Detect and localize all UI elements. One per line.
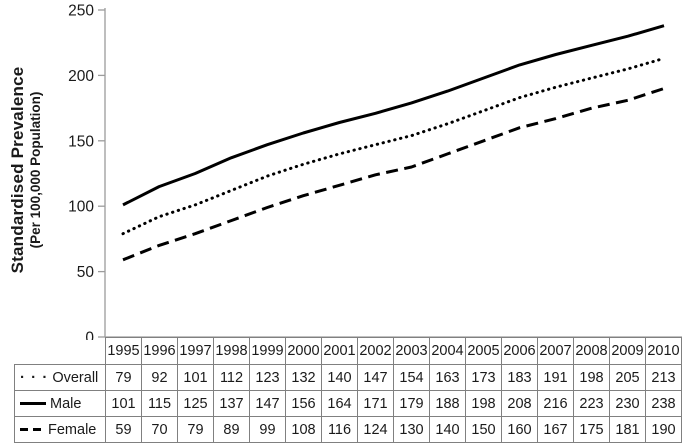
y-tick-label: 0 (85, 330, 94, 341)
value-cell: 179 (393, 390, 430, 417)
value-cell: 140 (429, 416, 466, 443)
year-header: 1998 (213, 337, 250, 365)
value-cell: 164 (321, 390, 358, 417)
corner-cell (15, 338, 106, 365)
year-header: 1999 (249, 337, 286, 365)
value-cell: 213 (645, 364, 682, 391)
year-header: 1996 (141, 337, 178, 365)
value-cell: 123 (249, 364, 286, 391)
value-cell: 181 (609, 416, 646, 443)
female-line (122, 87, 665, 262)
table-row: Female 59 70 79 89 99 108 116 124 130 140 150 160 167… (14, 416, 682, 443)
value-cell: 171 (357, 390, 394, 417)
year-header: 2007 (537, 337, 574, 365)
value-cell: 167 (537, 416, 574, 443)
year-header: 1997 (177, 337, 214, 365)
year-header: 2004 (429, 337, 466, 365)
value-cell: 124 (357, 416, 394, 443)
series-label: Male (50, 395, 82, 412)
value-cell: 150 (465, 416, 502, 443)
value-cell: 198 (573, 364, 610, 391)
y-tick-label: 150 (68, 133, 94, 150)
value-cell: 188 (429, 390, 466, 417)
year-header: 2001 (321, 337, 358, 365)
value-cell: 112 (213, 364, 250, 391)
value-cell: 70 (141, 416, 178, 443)
value-cell: 183 (501, 364, 538, 391)
value-cell: 140 (321, 364, 358, 391)
year-header: 1995 (105, 337, 142, 365)
line-plot: 0 50 100 150 200 250 (68, 3, 682, 341)
series-label: Female (48, 421, 97, 438)
table-row: · · · Overall 79 92 101 112 123 132 140 147 154 163… (14, 364, 682, 391)
year-header: 2006 (501, 337, 538, 365)
value-cell: 173 (465, 364, 502, 391)
y-tick-label: 200 (68, 68, 94, 85)
year-header: 2008 (573, 337, 610, 365)
male-line-icon (20, 402, 46, 405)
value-cell: 230 (609, 390, 646, 417)
value-cell: 154 (393, 364, 430, 391)
y-tick-label: 100 (68, 199, 94, 216)
overall-line-icon: · · · (20, 369, 49, 386)
value-cell: 190 (645, 416, 682, 443)
y-tick-label: 50 (77, 264, 95, 281)
value-cell: 160 (501, 416, 538, 443)
legend-cell: Male (14, 390, 106, 417)
value-cell: 198 (465, 390, 502, 417)
value-cell: 216 (537, 390, 574, 417)
value-cell: 147 (249, 390, 286, 417)
value-cell: 115 (141, 390, 178, 417)
value-cell: 223 (573, 390, 610, 417)
value-cell: 238 (645, 390, 682, 417)
value-cell: 101 (177, 364, 214, 391)
value-cell: 163 (429, 364, 466, 391)
value-cell: 132 (285, 364, 322, 391)
year-header: 2002 (357, 337, 394, 365)
y-tick-label: 250 (68, 3, 94, 20)
value-cell: 130 (393, 416, 430, 443)
value-cell: 137 (213, 390, 250, 417)
year-header: 2003 (393, 337, 430, 365)
year-header: 2000 (285, 337, 322, 365)
legend-cell: · · · Overall (14, 364, 106, 391)
value-cell: 208 (501, 390, 538, 417)
legend-cell: Female (14, 416, 106, 443)
value-cell: 59 (105, 416, 142, 443)
value-cell: 92 (141, 364, 178, 391)
table-row: Male 101 115 125 137 147 156 164 171 179 188 198 208… (14, 390, 682, 417)
series-label: Overall (52, 369, 99, 386)
value-cell: 191 (537, 364, 574, 391)
value-cell: 147 (357, 364, 394, 391)
data-table: 1995 1996 1997 1998 1999 2000 2001 2002 2003 2004… (14, 337, 682, 443)
value-cell: 99 (249, 416, 286, 443)
year-header: 2010 (645, 337, 682, 365)
value-cell: 156 (285, 390, 322, 417)
year-header: 2009 (609, 337, 646, 365)
value-cell: 205 (609, 364, 646, 391)
female-line-icon (20, 428, 44, 431)
year-header: 2005 (465, 337, 502, 365)
value-cell: 125 (177, 390, 214, 417)
overall-line (121, 56, 666, 236)
value-cell: 108 (285, 416, 322, 443)
value-cell: 175 (573, 416, 610, 443)
value-cell: 89 (213, 416, 250, 443)
value-cell: 101 (105, 390, 142, 417)
value-cell: 79 (105, 364, 142, 391)
value-cell: 116 (321, 416, 358, 443)
male-line (122, 24, 665, 207)
value-cell: 79 (177, 416, 214, 443)
